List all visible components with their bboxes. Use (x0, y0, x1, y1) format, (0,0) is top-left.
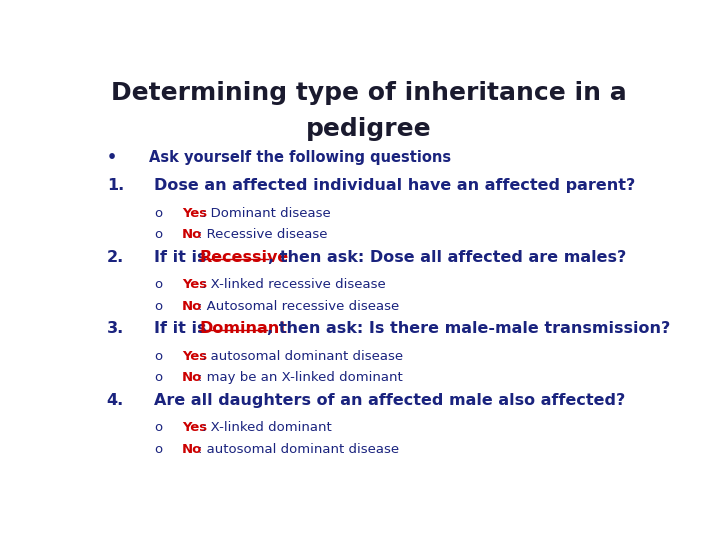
Text: Dose an affected individual have an affected parent?: Dose an affected individual have an affe… (154, 178, 636, 193)
Text: o: o (154, 228, 162, 241)
Text: 2.: 2. (107, 250, 124, 265)
Text: pedigree: pedigree (306, 117, 432, 141)
Text: , then ask: Dose all affected are males?: , then ask: Dose all affected are males? (269, 250, 626, 265)
Text: No: No (182, 228, 202, 241)
Text: : autosomal dominant disease: : autosomal dominant disease (198, 443, 399, 456)
Text: Dominant: Dominant (199, 321, 287, 336)
Text: No: No (182, 443, 202, 456)
Text: : Autosomal recessive disease: : Autosomal recessive disease (198, 300, 399, 313)
Text: : X-linked recessive disease: : X-linked recessive disease (202, 278, 385, 291)
Text: o: o (154, 278, 162, 291)
Text: If it is: If it is (154, 321, 212, 336)
Text: If it is: If it is (154, 250, 212, 265)
Text: No: No (182, 300, 202, 313)
Text: •: • (107, 150, 117, 165)
Text: Yes: Yes (182, 207, 207, 220)
Text: Yes: Yes (182, 278, 207, 291)
Text: Recessive: Recessive (199, 250, 289, 265)
Text: : Dominant disease: : Dominant disease (202, 207, 330, 220)
Text: Ask yourself the following questions: Ask yourself the following questions (148, 150, 451, 165)
Text: : may be an X-linked dominant: : may be an X-linked dominant (198, 371, 402, 384)
Text: : X-linked dominant: : X-linked dominant (202, 421, 331, 434)
Text: Yes: Yes (182, 349, 207, 363)
Text: o: o (154, 349, 162, 363)
Text: o: o (154, 207, 162, 220)
Text: , then ask: Is there male-male transmission?: , then ask: Is there male-male transmiss… (267, 321, 670, 336)
Text: o: o (154, 300, 162, 313)
Text: 3.: 3. (107, 321, 124, 336)
Text: : Recessive disease: : Recessive disease (198, 228, 328, 241)
Text: o: o (154, 421, 162, 434)
Text: Are all daughters of an affected male also affected?: Are all daughters of an affected male al… (154, 393, 626, 408)
Text: 4.: 4. (107, 393, 124, 408)
Text: o: o (154, 443, 162, 456)
Text: 1.: 1. (107, 178, 124, 193)
Text: Yes: Yes (182, 421, 207, 434)
Text: No: No (182, 371, 202, 384)
Text: : autosomal dominant disease: : autosomal dominant disease (202, 349, 402, 363)
Text: o: o (154, 371, 162, 384)
Text: Determining type of inheritance in a: Determining type of inheritance in a (111, 82, 627, 105)
